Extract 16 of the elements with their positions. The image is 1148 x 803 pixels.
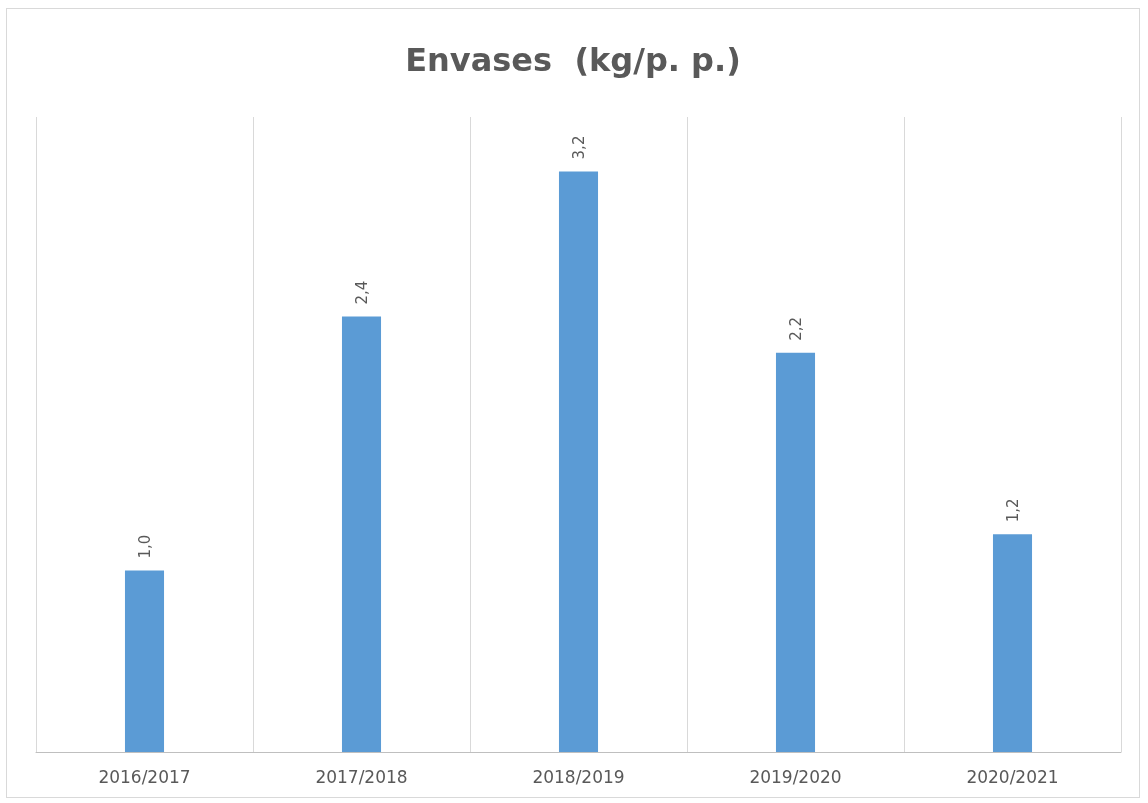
data-label: 2,2 <box>786 317 805 341</box>
x-tick-label: 2017/2018 <box>315 766 408 787</box>
bar <box>124 570 165 752</box>
bar <box>558 171 599 752</box>
data-label: 3,2 <box>569 135 588 160</box>
data-label: 1,2 <box>1003 498 1022 523</box>
chart-title: Envases (kg/p. p.) <box>405 41 741 79</box>
bar <box>341 316 382 752</box>
x-tick-label: 2018/2019 <box>532 766 625 787</box>
x-tick-label: 2019/2020 <box>749 766 842 787</box>
x-tick-label: 2016/2017 <box>98 766 191 787</box>
data-label: 1,0 <box>135 534 154 559</box>
data-label: 2,4 <box>352 280 371 305</box>
bar <box>775 352 816 752</box>
x-tick-label: 2020/2021 <box>966 766 1059 787</box>
bar <box>992 534 1033 752</box>
